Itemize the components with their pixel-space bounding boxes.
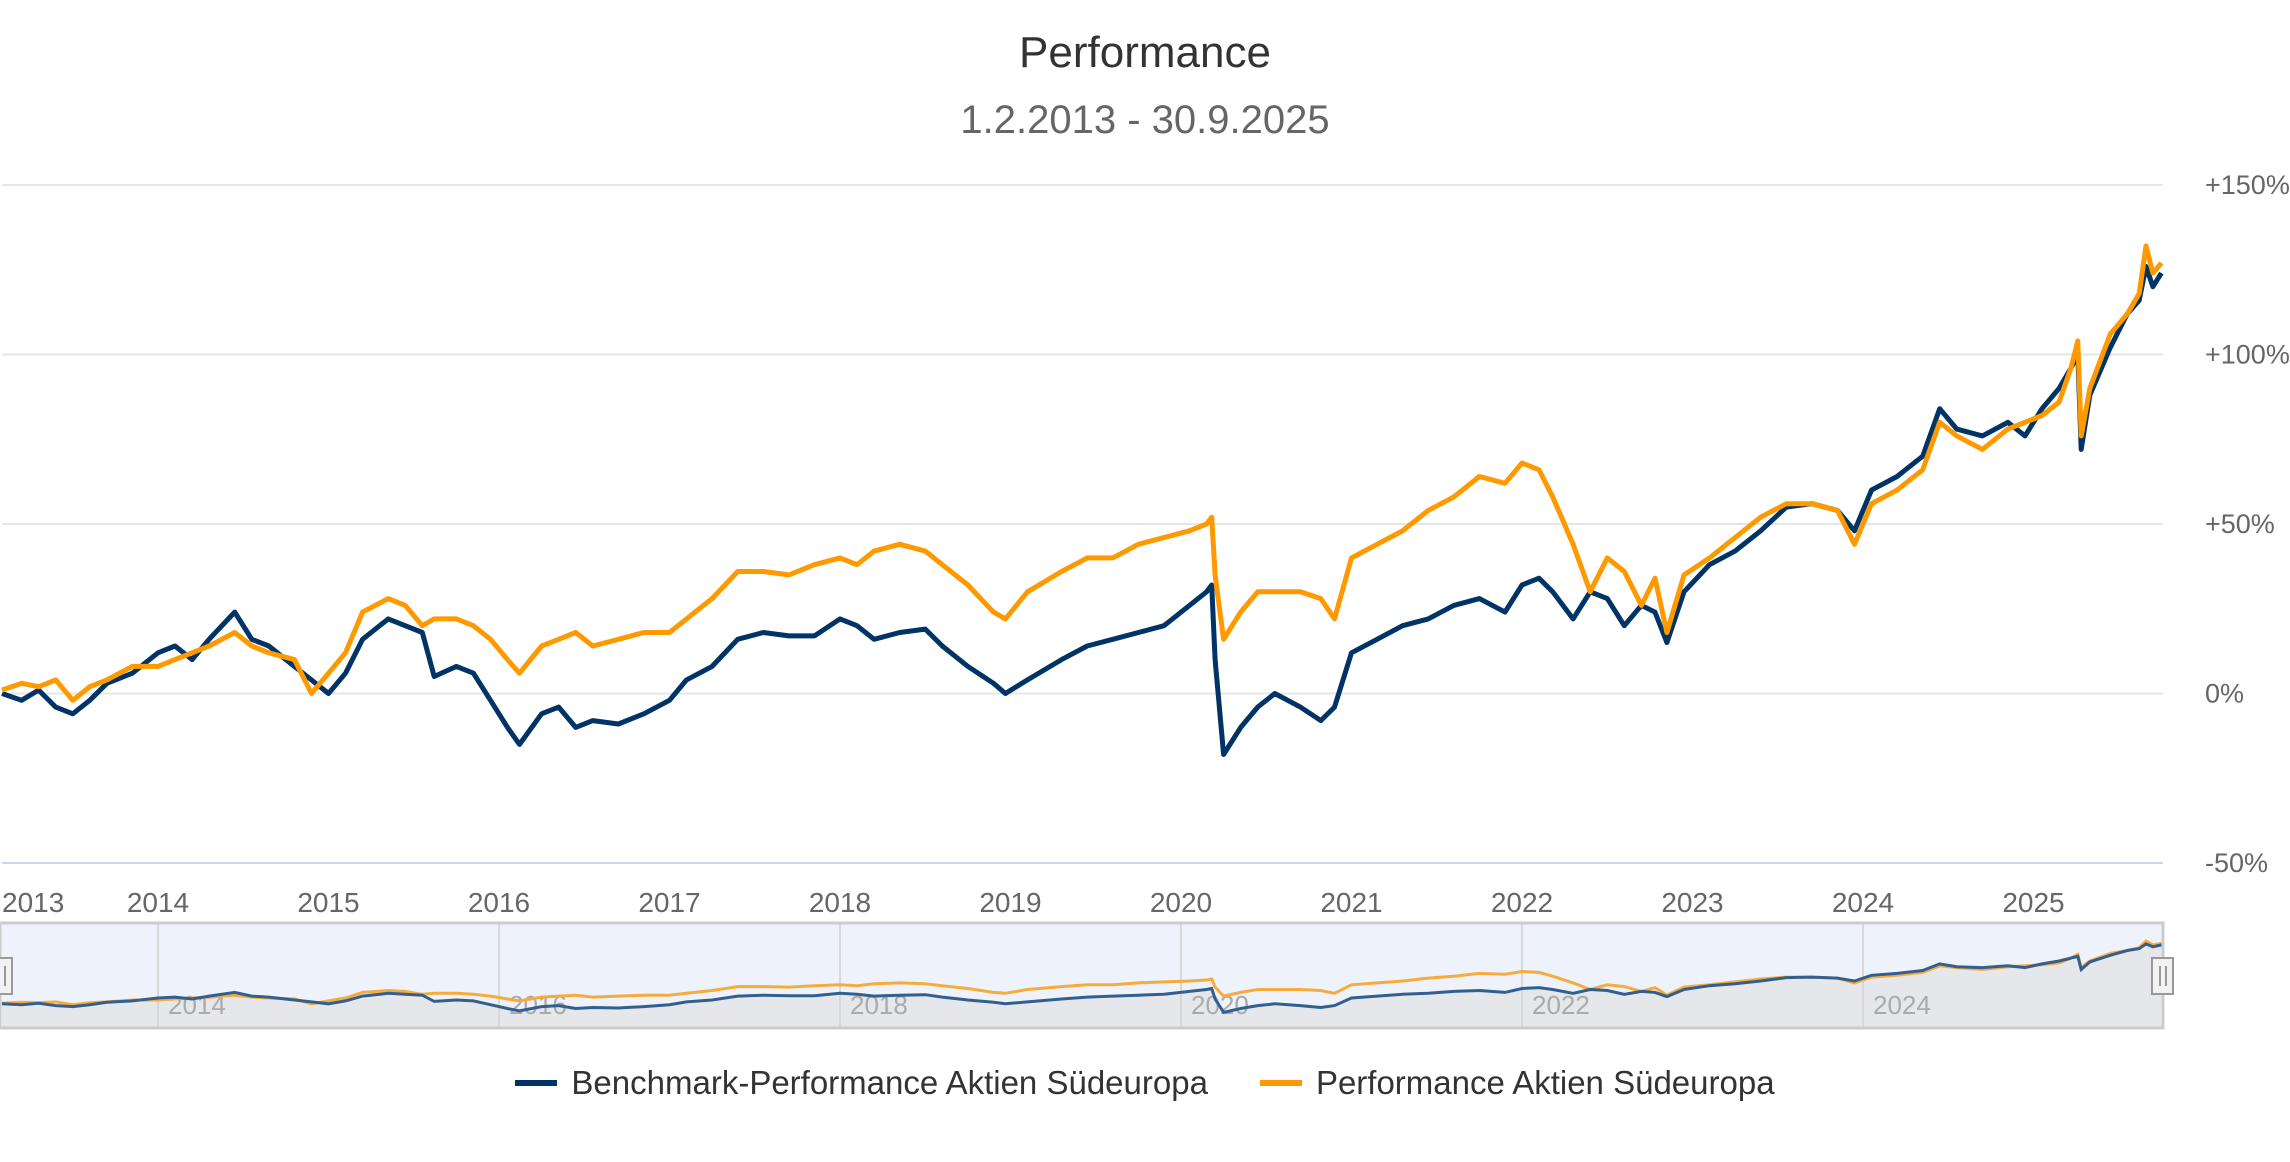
x-tick-label: 2018 xyxy=(809,887,871,918)
x-tick-label: 2022 xyxy=(1491,887,1553,918)
series-line-performance xyxy=(1,243,2164,703)
grid-lines xyxy=(2,184,2163,864)
navigator-tick-label: 2022 xyxy=(1532,990,1590,1020)
navigator-series-line xyxy=(1,939,2162,1007)
x-tick-label: 2016 xyxy=(468,887,530,918)
series-line-benchmark xyxy=(1,263,2164,757)
x-tick-label: 2025 xyxy=(2002,887,2064,918)
chart-title: Performance xyxy=(1019,28,1271,77)
x-axis-labels: 2013 2014 2015 2016 2017 2018 2019 2020 2021 2022… xyxy=(2,887,2065,918)
legend: Benchmark-Performance Aktien Südeuropa P… xyxy=(0,1064,2290,1102)
legend-label-performance: Performance Aktien Südeuropa xyxy=(1315,1064,1775,1101)
y-tick-label: +150% xyxy=(2205,170,2290,200)
x-tick-label: 2020 xyxy=(1150,887,1212,918)
legend-label-benchmark: Benchmark-Performance Aktien Südeuropa xyxy=(571,1064,1208,1101)
x-tick-label: 2015 xyxy=(297,887,359,918)
legend-item-benchmark[interactable]: Benchmark-Performance Aktien Südeuropa xyxy=(515,1064,1208,1102)
navigator-series-line xyxy=(1,942,2162,1014)
navigator-tick-label: 2024 xyxy=(1873,990,1931,1020)
x-tick-label: 2024 xyxy=(1832,887,1894,918)
navigator-left-handle[interactable] xyxy=(0,957,13,995)
y-tick-label: +100% xyxy=(2205,340,2290,370)
y-tick-label: -50% xyxy=(2205,848,2268,878)
x-tick-label: 2017 xyxy=(638,887,700,918)
x-tick-label: 2023 xyxy=(1661,887,1723,918)
x-tick-label: 2013 xyxy=(2,887,64,918)
x-tick-label: 2019 xyxy=(979,887,1041,918)
y-tick-label: +50% xyxy=(2205,509,2275,539)
legend-swatch-benchmark xyxy=(515,1080,558,1086)
x-tick-label: 2021 xyxy=(1320,887,1382,918)
chart-subtitle: 1.2.2013 - 30.9.2025 xyxy=(960,98,1330,142)
x-tick-label: 2014 xyxy=(127,887,189,918)
legend-swatch-performance xyxy=(1259,1080,1302,1086)
series-lines xyxy=(1,243,2164,757)
navigator-right-handle[interactable] xyxy=(2151,957,2174,995)
legend-item-performance[interactable]: Performance Aktien Südeuropa xyxy=(1259,1064,1775,1102)
drag-handle-icon[interactable] xyxy=(2151,957,2174,995)
y-axis-labels: +150% +100% +50% 0% -50% xyxy=(2205,170,2290,878)
y-tick-label: 0% xyxy=(2205,679,2244,709)
navigator[interactable]: 2014 2016 2018 2020 2022 2024 xyxy=(0,921,2174,1030)
